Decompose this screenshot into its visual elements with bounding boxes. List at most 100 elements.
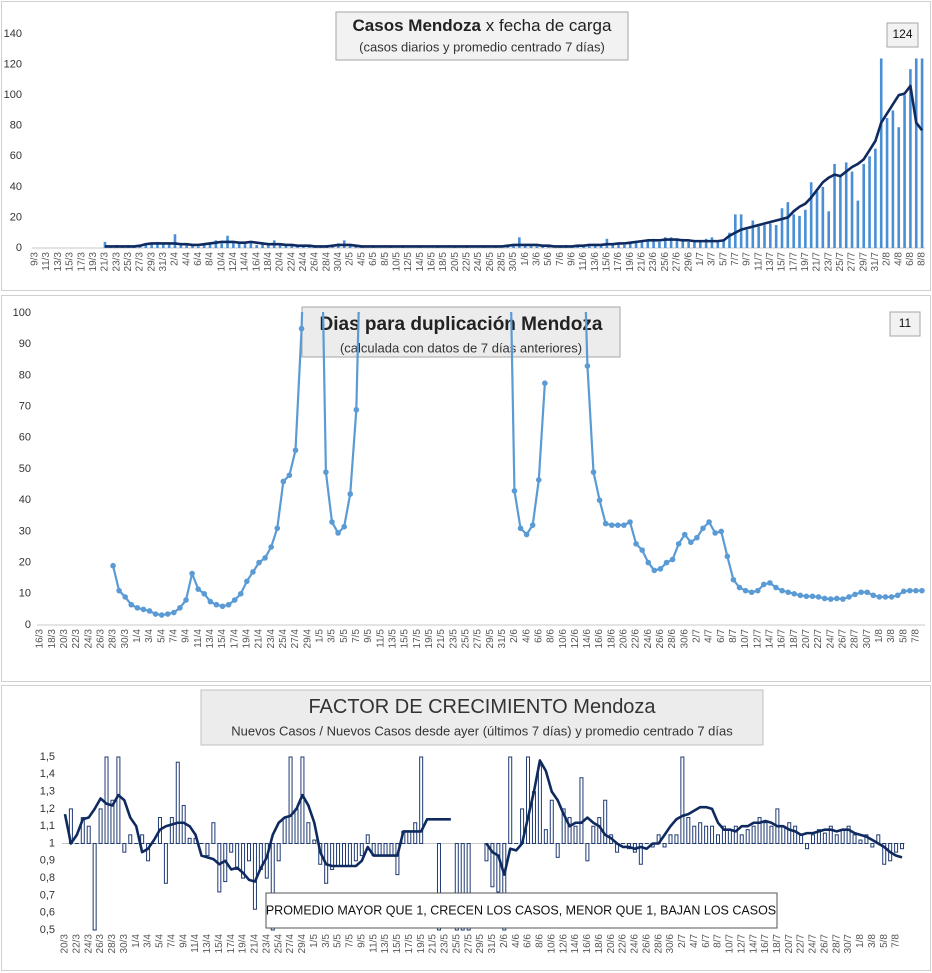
bar xyxy=(549,799,554,844)
x-tick-label: 20/6 xyxy=(606,934,617,954)
x-tick-label: 15/3 xyxy=(65,252,76,272)
x-tick-label: 5/5 xyxy=(339,629,350,643)
bar xyxy=(347,843,352,867)
x-tick-label: 18/7 xyxy=(772,934,783,954)
x-tick-label: 16/7 xyxy=(777,629,788,649)
bar xyxy=(722,240,725,248)
annotation: PROMEDIO MAYOR QUE 1, CRECEN LOS CASOS, … xyxy=(266,903,776,917)
x-tick-label: 1/4 xyxy=(132,629,143,643)
x-tick-label: 26/7 xyxy=(838,629,849,649)
x-tick-label: 21/4 xyxy=(250,934,261,954)
point xyxy=(335,530,341,536)
y-tick-label: 70 xyxy=(19,401,31,413)
bar xyxy=(296,246,299,248)
x-tick-label: 6/8 xyxy=(905,252,916,266)
bar xyxy=(110,799,115,844)
title-bold: Casos Mendoza xyxy=(353,16,482,35)
x-tick-label: 12/6 xyxy=(558,934,569,954)
x-tick-label: 28/3 xyxy=(107,934,118,954)
x-tick-label: 21/4 xyxy=(254,629,265,649)
x-tick-label: 15/5 xyxy=(400,629,411,649)
bar xyxy=(579,777,584,845)
point xyxy=(584,363,591,369)
bar xyxy=(122,843,127,853)
x-tick-label: 2/6 xyxy=(509,629,520,643)
x-tick-label: 24/6 xyxy=(630,934,641,954)
bar xyxy=(597,817,602,844)
x-tick-label: 9/4 xyxy=(178,934,189,948)
bar xyxy=(232,241,235,248)
bar xyxy=(249,241,253,248)
x-tick-label: 3/5 xyxy=(327,629,338,643)
bar xyxy=(526,756,531,844)
x-tick-label: 10/6 xyxy=(558,629,569,649)
bar xyxy=(757,226,760,248)
bar xyxy=(640,240,644,248)
chart-title: FACTOR DE CRECIMIENTO Mendoza xyxy=(308,696,656,718)
x-tick-label: 15/5 xyxy=(392,934,403,954)
x-tick-label: 1/8 xyxy=(855,934,866,948)
plot xyxy=(62,756,905,931)
x-tick-label: 4/6 xyxy=(511,934,522,948)
bar xyxy=(745,829,750,844)
point xyxy=(542,380,548,387)
bar xyxy=(573,825,578,845)
point xyxy=(748,589,755,596)
bar xyxy=(191,244,194,248)
x-tick-label: 13/5 xyxy=(380,934,391,954)
x-tick-label: 25/3 xyxy=(123,252,134,272)
bar xyxy=(693,241,696,248)
x-tick-label: 23/6 xyxy=(648,252,659,272)
bar xyxy=(603,799,608,844)
y-tick-label: 20 xyxy=(10,211,22,223)
bar xyxy=(466,843,471,931)
bar xyxy=(330,843,335,870)
x-tick-label: 9/5 xyxy=(356,934,367,948)
x-tick-label: 21/5 xyxy=(436,629,447,649)
y-tick-label: 0,7 xyxy=(40,889,55,901)
x-tick-label: 8/6 xyxy=(546,629,557,643)
bar xyxy=(460,843,465,931)
bar xyxy=(294,808,299,845)
x-tick-label: 21/5 xyxy=(428,934,439,954)
x-tick-label: 19/7 xyxy=(800,252,811,272)
bar xyxy=(903,95,906,249)
bar xyxy=(815,191,819,248)
x-tick-label: 7/8 xyxy=(891,934,902,948)
point xyxy=(797,592,804,599)
x-tick-label: 27/5 xyxy=(463,934,474,954)
bar xyxy=(733,825,738,845)
bar xyxy=(833,163,836,248)
x-tick-label: 8/4 xyxy=(205,252,216,266)
x-tick-label: 3/4 xyxy=(144,629,155,643)
x-tick-label: 30/3 xyxy=(119,934,130,954)
x-tick-label: 13/4 xyxy=(202,934,213,954)
x-tick-label: 9/5 xyxy=(363,629,374,643)
bar xyxy=(739,834,744,844)
bar xyxy=(167,243,171,248)
bar xyxy=(561,808,566,845)
x-tick-label: 29/4 xyxy=(302,629,313,649)
x-tick-label: 17/3 xyxy=(76,252,87,272)
x-tick-label: 22/6 xyxy=(631,629,642,649)
bar xyxy=(197,246,200,248)
x-tick-label: 22/7 xyxy=(796,934,807,954)
bar xyxy=(150,243,153,248)
bar xyxy=(588,246,591,248)
x-tick-label: 10/5 xyxy=(391,252,402,272)
x-tick-label: 17/6 xyxy=(613,252,624,272)
annotation-box xyxy=(265,892,778,929)
point xyxy=(840,596,846,602)
bar xyxy=(508,756,513,844)
y-tick-label: 120 xyxy=(4,58,22,70)
bar xyxy=(856,200,860,248)
bar xyxy=(716,241,720,248)
chart-subtitle: (calculada con datos de 7 días anteriore… xyxy=(340,340,582,355)
x-tick-label: 27/3 xyxy=(135,252,146,272)
bar xyxy=(710,825,715,845)
line xyxy=(104,84,924,248)
bar xyxy=(214,240,218,248)
bar xyxy=(454,843,459,931)
x-tick-label: 5/4 xyxy=(155,934,166,948)
point xyxy=(900,588,907,595)
